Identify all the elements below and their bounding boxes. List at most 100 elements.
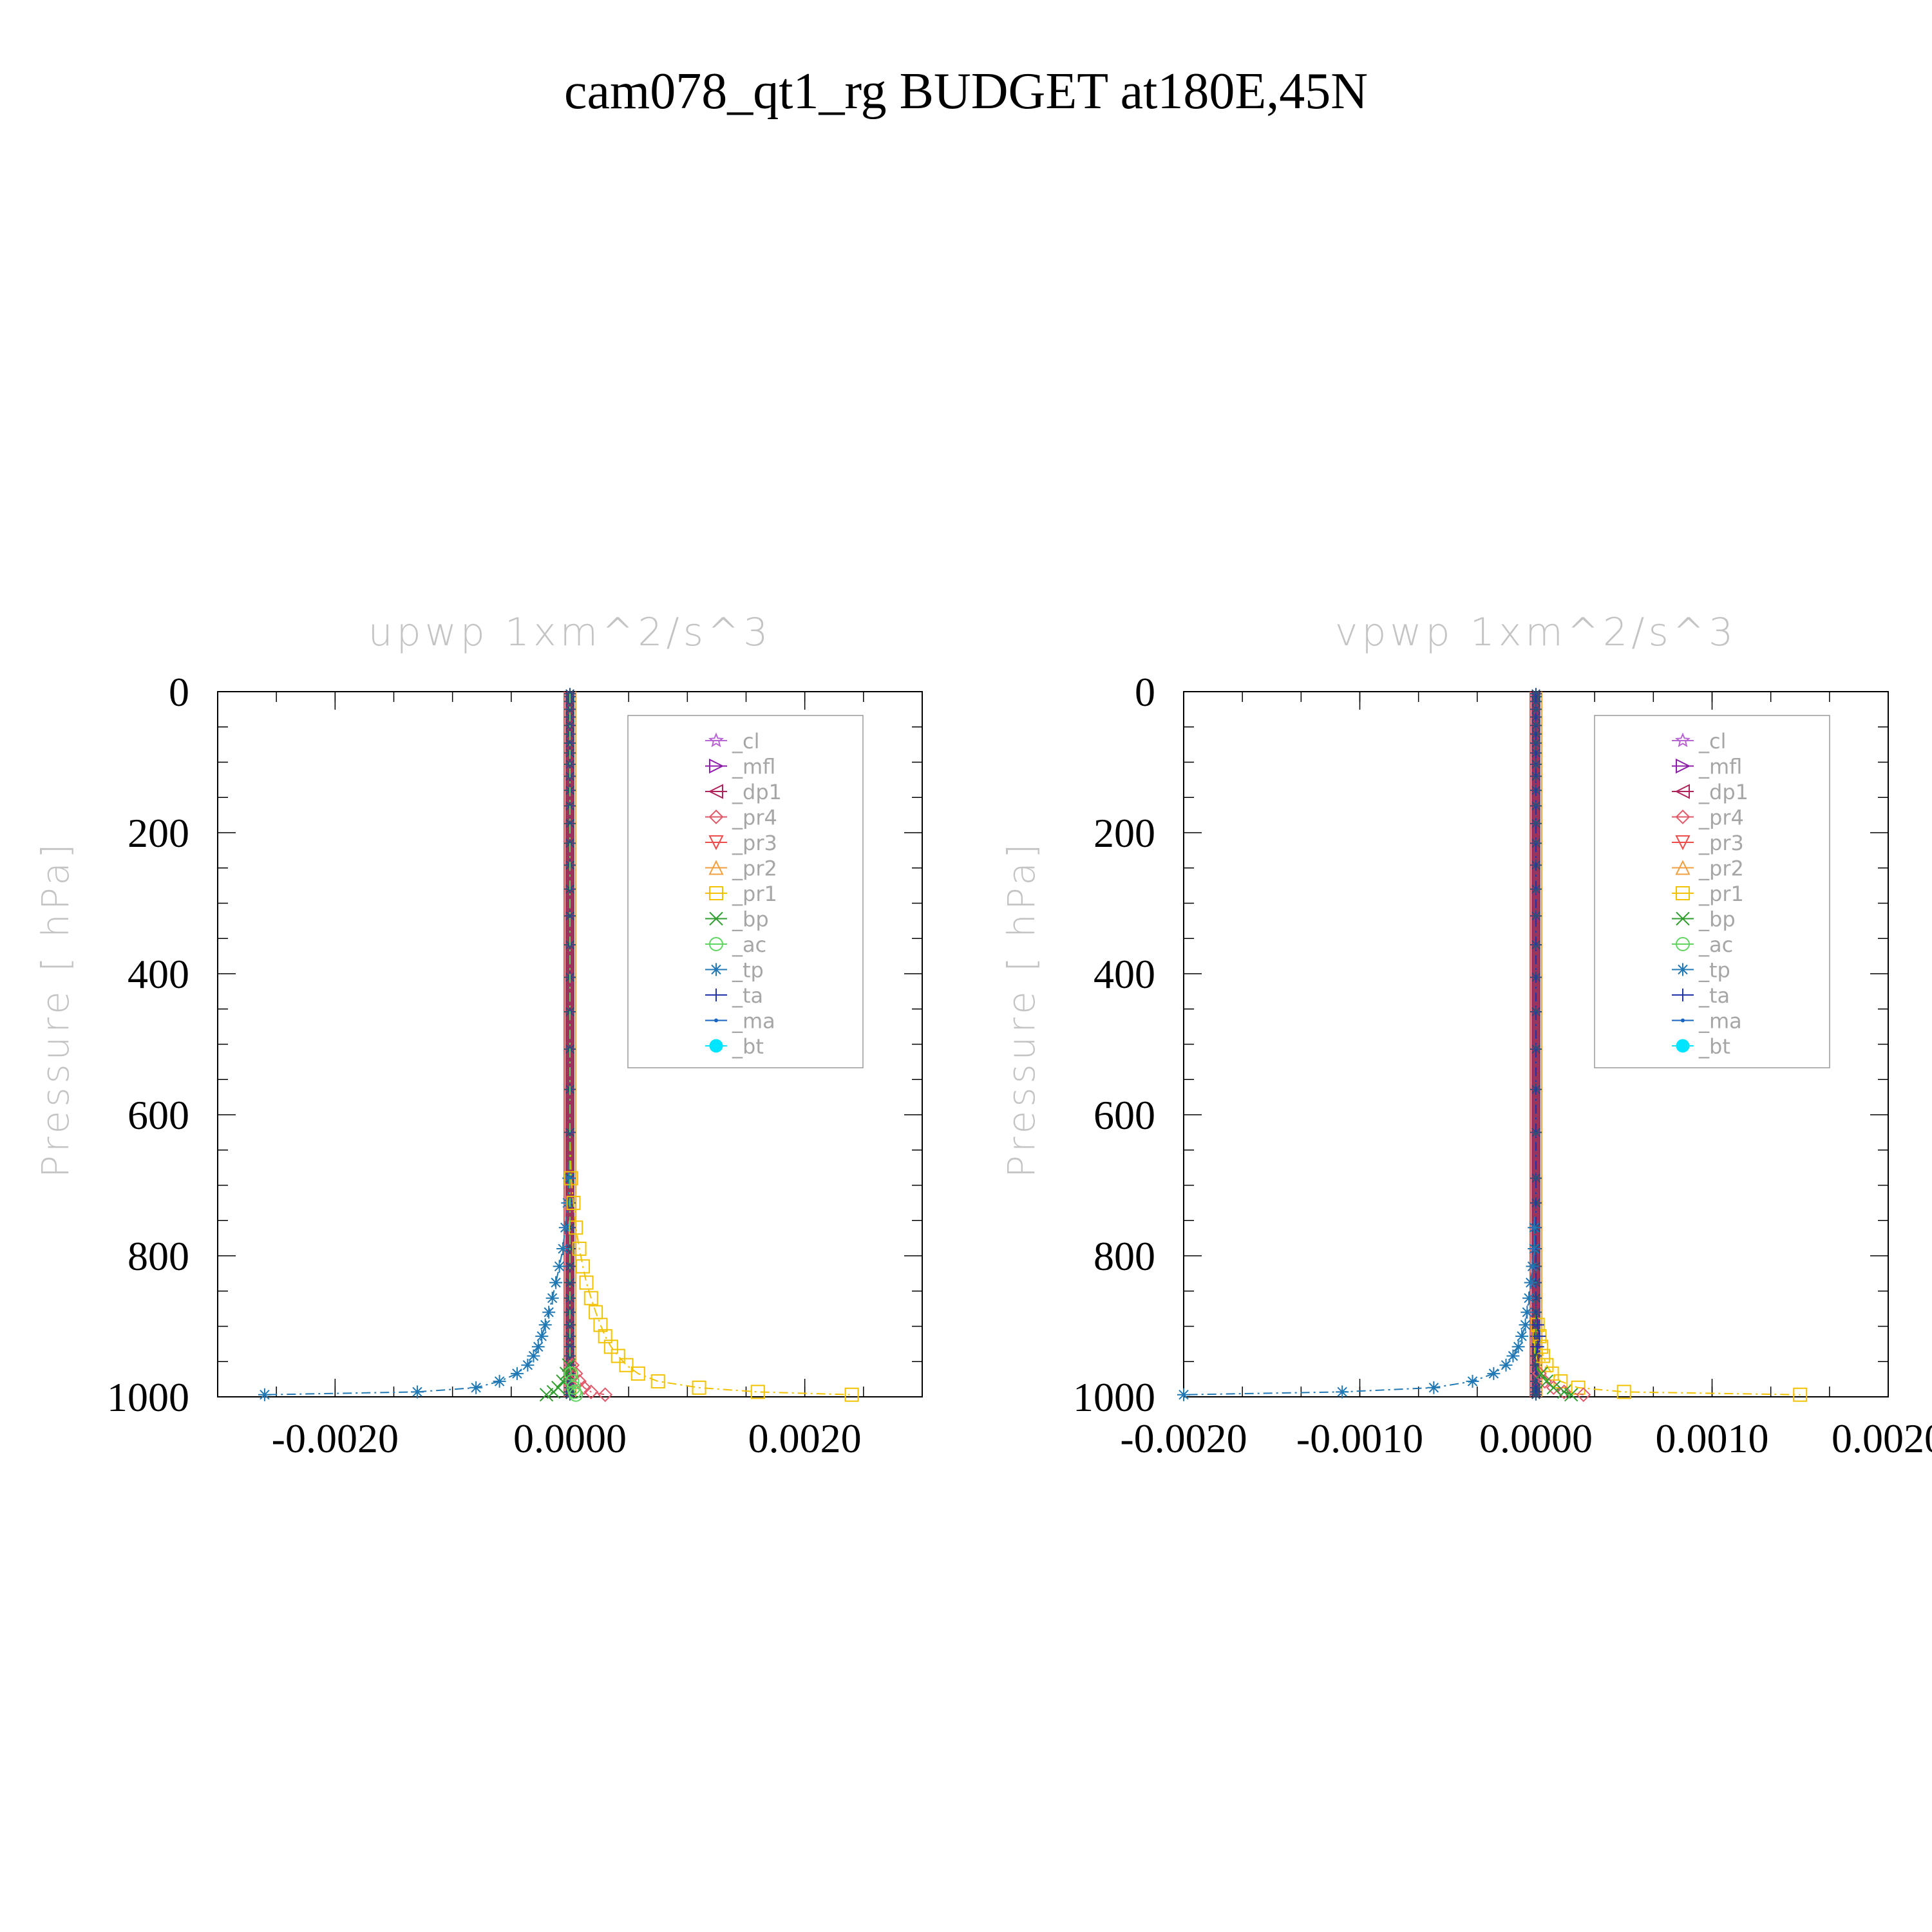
zero-stack-marker	[564, 703, 576, 715]
data-point	[1522, 1291, 1536, 1305]
data-point	[1546, 1381, 1561, 1395]
zero-stack-marker	[564, 1359, 576, 1371]
data-point	[611, 1349, 625, 1363]
y-tick-label: 800	[128, 1233, 189, 1279]
legend-marker	[1681, 1018, 1685, 1023]
legend-label: _cl	[732, 729, 759, 753]
data-point	[549, 1276, 563, 1289]
zero-stack-marker	[1530, 1359, 1542, 1371]
data-point	[1528, 1242, 1541, 1256]
zero-stack-marker	[564, 1375, 576, 1387]
data-point	[1524, 1276, 1537, 1289]
zero-stack-marker	[1530, 1126, 1542, 1139]
y-tick-label: 200	[128, 810, 189, 856]
x-tick-label: -0.0010	[1296, 1416, 1423, 1461]
y-tick-label: 200	[1094, 810, 1155, 856]
legend-marker	[1676, 758, 1691, 774]
data-point	[569, 1387, 583, 1402]
legend-marker	[709, 937, 723, 951]
x-tick-label: 0.0020	[748, 1416, 862, 1461]
chart-panel-1: upwp 1xm^2/s^3 Pressure [ hPa] 0 200 400 600 8…	[33, 610, 923, 1461]
legend-marker	[1675, 860, 1690, 875]
data-point	[1336, 1385, 1349, 1399]
data-point	[1557, 1384, 1572, 1399]
zero-stack-marker	[1530, 910, 1542, 922]
legend-label: _pr4	[1698, 806, 1744, 830]
legend-marker	[710, 963, 723, 976]
figure-title: cam078_qt1_rg BUDGET at180E,45N	[564, 63, 1368, 120]
zero-stack-marker	[564, 1260, 576, 1273]
data-point	[579, 1275, 594, 1290]
legend-label: _dp1	[1698, 780, 1748, 804]
y-tick-label: 1000	[107, 1374, 189, 1420]
data-point	[1557, 1385, 1571, 1399]
data-point	[562, 1358, 576, 1372]
data-point	[1576, 1387, 1591, 1403]
legend-label: _bt	[1698, 1034, 1730, 1059]
legend-marker	[708, 732, 724, 748]
x-tick-label: 0.0020	[1832, 1416, 1932, 1461]
zero-stack-marker	[564, 1126, 576, 1139]
legend-marker	[1674, 784, 1690, 799]
data-point	[1564, 1388, 1578, 1402]
data-point	[1531, 1318, 1544, 1332]
data-point	[692, 1380, 706, 1395]
x-tick-label: -0.0020	[1120, 1416, 1247, 1461]
data-point	[1616, 1385, 1631, 1399]
legend-label: _pr2	[732, 857, 777, 881]
y-tick-label: 1000	[1073, 1374, 1155, 1420]
zero-stack-marker	[564, 817, 576, 829]
legend-box	[1594, 715, 1830, 1068]
data-point	[510, 1367, 524, 1380]
data-point	[546, 1385, 561, 1399]
data-point	[558, 1221, 572, 1235]
x-tick-label: 0.0000	[513, 1416, 627, 1461]
legend-marker	[714, 1018, 718, 1023]
legend-marker	[1676, 937, 1690, 951]
data-point	[619, 1358, 634, 1372]
data-point	[531, 1340, 545, 1354]
legend-label: _tp	[1698, 958, 1730, 983]
y-tick-label: 0	[169, 669, 189, 715]
data-point	[527, 1349, 540, 1363]
legend-label: _pr1	[1698, 882, 1744, 906]
zero-stack-marker	[564, 910, 576, 922]
legend-marker	[1676, 886, 1690, 900]
legend-label: _bt	[732, 1034, 764, 1059]
legend-label: _ta	[732, 983, 763, 1008]
data-point	[1499, 1358, 1513, 1372]
legend-label: _dp1	[732, 780, 782, 804]
legend-label: _cl	[1698, 729, 1726, 753]
data-point	[593, 1318, 608, 1332]
legend-marker	[708, 784, 723, 799]
x-tick-label: 0.0000	[1479, 1416, 1593, 1461]
data-point	[545, 1291, 559, 1305]
data-point	[556, 1242, 570, 1256]
legend-marker	[709, 758, 724, 774]
data-point	[1466, 1374, 1479, 1388]
y-axis-label: Pressure [ hPa]	[999, 840, 1043, 1178]
data-point	[1487, 1367, 1501, 1380]
chart-title: vpwp 1xm^2/s^3	[1335, 610, 1737, 655]
data-point	[493, 1374, 506, 1388]
data-point	[1520, 1305, 1534, 1319]
data-point	[1177, 1388, 1190, 1401]
legend-marker	[709, 911, 723, 926]
data-point	[598, 1387, 613, 1403]
legend-marker	[1675, 810, 1690, 824]
legend: _cl_mfl_dp1_pr4_pr3_pr2_pr1_bp_ac_tp_ta_…	[1594, 715, 1830, 1068]
legend-marker	[1675, 835, 1690, 851]
legend-label: _ma	[1698, 1009, 1742, 1034]
data-point	[566, 1195, 581, 1210]
data-point	[576, 1259, 591, 1274]
data-point	[258, 1388, 271, 1401]
legend-marker	[1675, 732, 1690, 748]
legend-marker	[1676, 1039, 1690, 1053]
data-point	[1531, 1340, 1544, 1354]
y-tick-label: 600	[1094, 1092, 1155, 1138]
data-point	[539, 1388, 554, 1402]
y-tick-label: 0	[1135, 669, 1155, 715]
zero-stack-marker	[1530, 703, 1542, 715]
zero-stack-marker	[564, 737, 576, 749]
series-ac	[564, 694, 583, 1402]
